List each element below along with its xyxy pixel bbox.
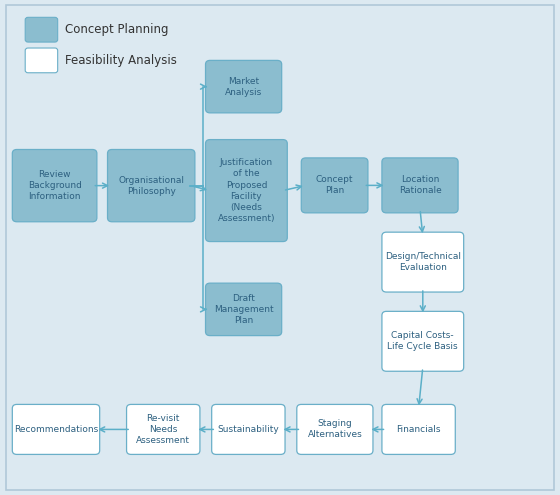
Text: Market
Analysis: Market Analysis	[225, 77, 262, 97]
Text: Financials: Financials	[396, 425, 441, 434]
Text: Justification
of the
Proposed
Facility
(Needs
Assessment): Justification of the Proposed Facility (…	[218, 158, 275, 223]
Text: Design/Technical
Evaluation: Design/Technical Evaluation	[385, 252, 461, 272]
Text: Re-visit
Needs
Assessment: Re-visit Needs Assessment	[136, 414, 190, 445]
FancyBboxPatch shape	[12, 404, 100, 454]
FancyBboxPatch shape	[25, 17, 58, 42]
Text: Sustainability: Sustainability	[217, 425, 279, 434]
Text: Feasibility Analysis: Feasibility Analysis	[65, 54, 177, 67]
FancyBboxPatch shape	[382, 232, 464, 292]
Text: Organisational
Philosophy: Organisational Philosophy	[118, 176, 184, 196]
FancyBboxPatch shape	[12, 149, 97, 222]
FancyBboxPatch shape	[206, 60, 282, 113]
Text: Draft
Management
Plan: Draft Management Plan	[214, 294, 273, 325]
FancyBboxPatch shape	[108, 149, 195, 222]
FancyBboxPatch shape	[206, 283, 282, 336]
Text: Staging
Alternatives: Staging Alternatives	[307, 419, 362, 440]
FancyBboxPatch shape	[301, 158, 368, 213]
FancyBboxPatch shape	[206, 140, 287, 242]
FancyBboxPatch shape	[297, 404, 373, 454]
FancyBboxPatch shape	[382, 311, 464, 371]
FancyBboxPatch shape	[212, 404, 285, 454]
FancyBboxPatch shape	[382, 158, 458, 213]
Text: Capital Costs-
Life Cycle Basis: Capital Costs- Life Cycle Basis	[388, 331, 458, 351]
Text: Recommendations: Recommendations	[14, 425, 98, 434]
Text: Concept
Plan: Concept Plan	[316, 175, 353, 196]
FancyBboxPatch shape	[382, 404, 455, 454]
Text: Review
Background
Information: Review Background Information	[27, 170, 82, 201]
FancyBboxPatch shape	[25, 48, 58, 73]
Text: Concept Planning: Concept Planning	[65, 23, 169, 36]
Text: Location
Rationale: Location Rationale	[399, 175, 441, 196]
FancyBboxPatch shape	[127, 404, 200, 454]
